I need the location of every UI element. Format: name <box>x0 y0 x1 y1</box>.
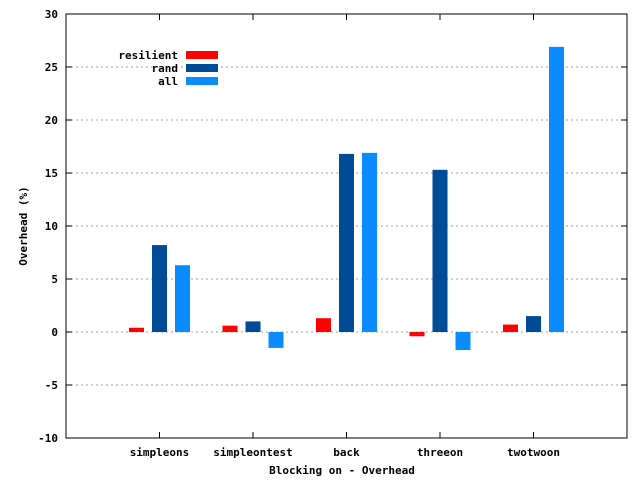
legend-label-all: all <box>158 75 178 88</box>
x-tick-label: simpleons <box>130 446 190 459</box>
bars <box>129 46 564 351</box>
y-tick-label: 15 <box>45 167 58 180</box>
y-tick-label: 5 <box>51 273 58 286</box>
x-tick-label: simpleontest <box>213 446 292 459</box>
x-axis: simpleons simpleontest back threeon twotwoon <box>130 14 560 459</box>
x-tick-label: twotwoon <box>507 446 560 459</box>
bar-all-simpleons <box>175 265 190 332</box>
y-tick-label: 0 <box>51 326 58 339</box>
y-tick-label: -5 <box>45 379 58 392</box>
bar-resilient-simpleontest <box>222 325 238 332</box>
y-tick-label: 30 <box>45 8 58 21</box>
legend-swatch-all <box>186 77 218 85</box>
legend-swatch-rand <box>186 64 218 72</box>
bar-resilient-simpleons <box>129 327 144 332</box>
legend-label-rand: rand <box>152 62 179 75</box>
bar-all-twotwoon <box>549 46 564 333</box>
y-tick-label: 25 <box>45 61 58 74</box>
bar-all-threeon <box>455 332 471 351</box>
x-tick-label: back <box>333 446 360 459</box>
x-tick-label: threeon <box>417 446 463 459</box>
y-tick-label: 10 <box>45 220 58 233</box>
bar-all-back <box>362 152 377 332</box>
x-axis-label: Blocking on - Overhead <box>269 464 415 477</box>
y-tick-label: -10 <box>38 432 58 445</box>
bar-rand-threeon <box>432 169 448 332</box>
bar-resilient-back <box>316 318 331 332</box>
bar-resilient-threeon <box>409 332 425 337</box>
bar-all-simpleontest <box>268 332 284 348</box>
bar-resilient-twotwoon <box>503 324 518 332</box>
y-axis-label: Overhead (%) <box>17 186 30 265</box>
bar-rand-twotwoon <box>526 316 541 332</box>
bar-rand-simpleontest <box>245 321 261 332</box>
y-tick-label: 20 <box>45 114 58 127</box>
bar-rand-back <box>339 153 354 332</box>
bar-rand-simpleons <box>152 245 167 332</box>
legend-label-resilient: resilient <box>118 49 178 62</box>
y-axis: -10 -5 0 5 10 15 20 25 30 <box>38 8 627 445</box>
legend-swatch-resilient <box>186 51 218 59</box>
